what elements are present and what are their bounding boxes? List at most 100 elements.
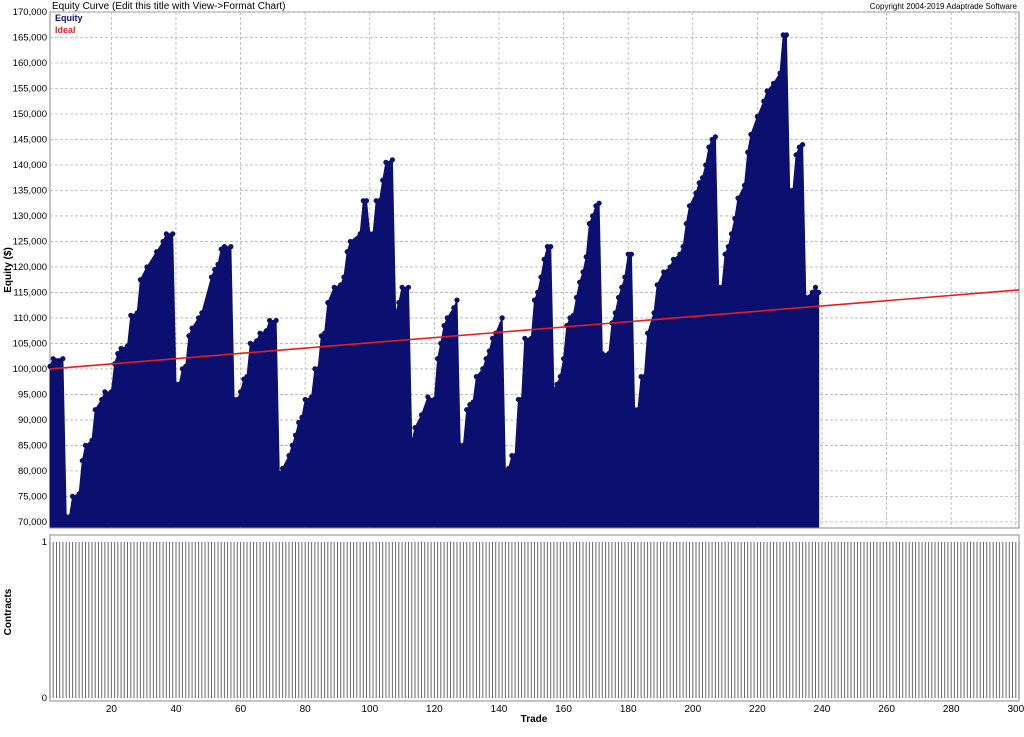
equity-point: [289, 442, 295, 448]
equity-point: [486, 348, 492, 354]
equity-point: [483, 356, 489, 362]
equity-point: [512, 453, 518, 459]
equity-point: [102, 389, 108, 395]
equity-point: [438, 340, 444, 346]
x-tick-label: 240: [814, 704, 831, 715]
equity-point: [703, 162, 709, 168]
equity-point: [189, 325, 195, 331]
equity-point: [548, 244, 554, 250]
equity-point: [325, 300, 331, 306]
equity-point: [144, 264, 150, 270]
equity-point: [441, 323, 447, 329]
equity-point: [309, 394, 315, 400]
equity-point: [590, 213, 596, 219]
equity-point: [347, 238, 353, 245]
equity-point: [770, 80, 777, 86]
equity-point: [92, 407, 98, 413]
equity-point: [341, 274, 347, 280]
equity-y-tick-label: 100,000: [13, 364, 47, 375]
equity-point: [363, 198, 370, 204]
equity-point: [322, 330, 328, 336]
equity-y-tick-label: 140,000: [13, 160, 47, 171]
equity-point: [803, 294, 809, 301]
equity-point: [344, 249, 350, 255]
equity-point: [183, 363, 189, 369]
equity-point: [745, 149, 751, 155]
equity-point: [160, 238, 166, 245]
equity-y-axis-label: Equity ($): [3, 247, 14, 293]
equity-point: [425, 394, 431, 400]
equity-point: [583, 254, 589, 260]
equity-y-tick-label: 90,000: [18, 415, 47, 426]
equity-point: [761, 98, 767, 104]
equity-y-tick-label: 125,000: [13, 237, 47, 248]
equity-point: [47, 363, 53, 369]
equity-point: [460, 442, 466, 448]
equity-point: [396, 300, 402, 306]
equity-point: [735, 195, 741, 201]
equity-y-tick-labels: 70,000 75,000 80,000 85,000 90,000 95,000 100,…: [13, 7, 47, 528]
equity-point: [680, 244, 686, 250]
equity-point: [741, 182, 748, 188]
contracts-y-tick-label: 1: [42, 537, 47, 548]
equity-point: [561, 356, 567, 362]
equity-point: [615, 294, 622, 301]
equity-point: [89, 437, 95, 443]
equity-point: [170, 231, 176, 237]
equity-point: [267, 317, 273, 324]
equity-point: [302, 396, 308, 403]
x-tick-label: 280: [943, 704, 960, 715]
equity-point: [586, 221, 593, 227]
equity-y-tick-label: 130,000: [13, 211, 47, 222]
equity-point: [464, 407, 470, 413]
equity-point: [722, 251, 728, 257]
equity-point: [331, 284, 337, 290]
equity-point: [418, 412, 425, 418]
equity-point: [800, 142, 806, 148]
equity-point: [554, 381, 560, 387]
equity-point: [163, 231, 169, 237]
equity-point: [435, 356, 441, 362]
x-tick-label: 80: [300, 704, 312, 715]
equity-point: [706, 144, 712, 150]
equity-point: [541, 256, 547, 262]
equity-point: [115, 351, 121, 357]
equity-point: [519, 396, 525, 403]
equity-point: [535, 289, 541, 295]
equity-y-tick-label: 115,000: [13, 287, 47, 298]
equity-point: [754, 113, 761, 120]
equity-point: [70, 493, 76, 499]
equity-point: [641, 374, 647, 380]
contracts-y-tick-label: 0: [42, 693, 47, 704]
trade-x-axis-label: Trade: [521, 714, 548, 725]
equity-point: [273, 317, 279, 324]
equity-point: [376, 198, 383, 204]
equity-point: [176, 381, 182, 387]
equity-point: [50, 356, 56, 362]
contracts-y-tick-labels: 01: [42, 537, 47, 704]
equity-y-tick-label: 135,000: [13, 186, 47, 197]
equity-point: [732, 215, 738, 222]
equity-point: [431, 396, 437, 403]
equity-point: [783, 32, 790, 38]
equity-point: [473, 374, 479, 380]
equity-point: [528, 335, 534, 341]
equity-point: [551, 386, 557, 392]
equity-y-tick-label: 120,000: [13, 262, 47, 273]
equity-point: [654, 282, 660, 288]
equity-point: [208, 274, 215, 280]
equity-point: [154, 249, 160, 255]
equity-point: [247, 340, 253, 346]
equity-point: [628, 251, 635, 257]
equity-y-tick-label: 150,000: [13, 109, 47, 120]
equity-point: [635, 407, 641, 413]
equity-point: [777, 70, 783, 76]
equity-point: [409, 440, 415, 446]
equity-y-tick-label: 80,000: [18, 466, 47, 477]
equity-point: [793, 152, 799, 158]
equity-point: [557, 374, 563, 380]
equity-point: [725, 244, 731, 250]
equity-point: [383, 159, 389, 165]
